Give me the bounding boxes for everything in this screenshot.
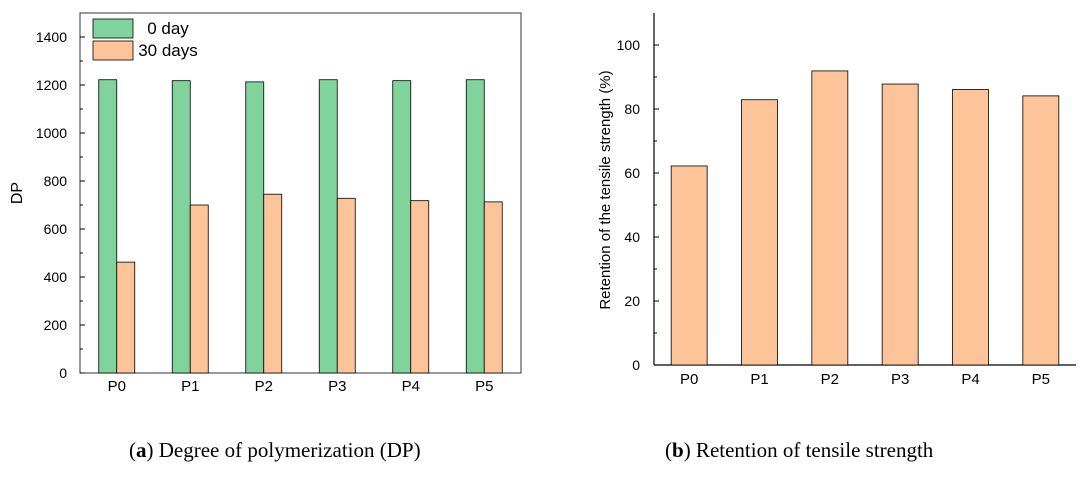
bar-p2	[811, 70, 849, 366]
y-tick-label: 400	[44, 269, 68, 285]
bar-p5-series-1	[483, 201, 503, 374]
bar-p3-series-0	[318, 79, 338, 374]
bar-p1	[741, 99, 778, 366]
y-tick-label: 600	[44, 221, 68, 237]
legend-swatch	[92, 18, 134, 39]
x-tick-label: P1	[181, 378, 199, 395]
x-tick-label: P2	[255, 378, 273, 395]
caption-b-letter: b	[672, 438, 684, 462]
bar-p0-series-0	[98, 79, 118, 374]
y-axis-label: Retention of the tensile strength (%)	[597, 70, 614, 309]
bar-p1-series-0	[171, 80, 191, 374]
y-tick-label: 1000	[36, 125, 67, 141]
x-tick-label: P2	[821, 371, 839, 388]
legend: 0 day 30 days	[92, 18, 198, 61]
bar-p3	[881, 83, 919, 366]
x-tick-label: P1	[750, 371, 768, 388]
legend-label: 30 days	[138, 41, 198, 60]
x-tick-label: P4	[402, 378, 420, 395]
y-tick-label: 80	[624, 101, 640, 117]
bar-p5-series-0	[465, 79, 485, 374]
caption-a-letter: a	[136, 438, 147, 462]
legend-label: 0 day	[147, 19, 189, 38]
y-tick-label: 800	[44, 173, 68, 189]
chart-a: 0 200 400 600 800 1000 1200 1400 DP P0 P1 P2 P3 P4 P5 0…	[9, 12, 522, 395]
x-tick-label: P0	[680, 371, 698, 388]
y-tick-label: 40	[624, 229, 640, 245]
caption-b-text: ) Retention of tensile strength	[683, 438, 934, 462]
bar-p4-series-1	[410, 200, 430, 374]
bar-p0-series-1	[116, 261, 136, 374]
y-tick-label: 20	[624, 293, 640, 309]
y-tick-label: 100	[617, 37, 641, 53]
plot-frame	[79, 12, 522, 374]
bar-p2-series-0	[245, 81, 265, 374]
chart-b: 0 20 40 60 80 100 Retention of the tensile str…	[597, 13, 1076, 388]
caption-b: (b) Retention of tensile strength	[665, 438, 934, 462]
x-tick-label: P5	[1032, 371, 1050, 388]
y-tick-label: 200	[44, 317, 68, 333]
caption-a: (a) Degree of polymerization (DP)	[129, 438, 421, 462]
legend-swatch	[92, 40, 134, 61]
bar-p3-series-1	[336, 197, 356, 374]
bar-p5	[1022, 95, 1060, 366]
y-axis-label: DP	[9, 182, 26, 204]
y-tick-label: 0	[632, 357, 640, 373]
bar-p0	[670, 165, 708, 366]
x-tick-label: P0	[108, 378, 126, 395]
x-tick-label: P3	[891, 371, 909, 388]
x-tick-label: P5	[475, 378, 493, 395]
caption-a-text: ) Degree of polymerization (DP)	[146, 438, 421, 462]
y-tick-label: 1400	[36, 29, 67, 45]
y-tick-label: 0	[59, 365, 67, 381]
x-tick-label: P4	[961, 371, 979, 388]
bar-p1-series-1	[189, 204, 209, 374]
bar-p2-series-1	[263, 193, 283, 374]
x-tick-label: P3	[328, 378, 346, 395]
bar-p4-series-0	[392, 80, 412, 374]
y-tick-label: 60	[624, 165, 640, 181]
y-tick-label: 1200	[36, 77, 67, 93]
bar-p4	[952, 89, 989, 366]
